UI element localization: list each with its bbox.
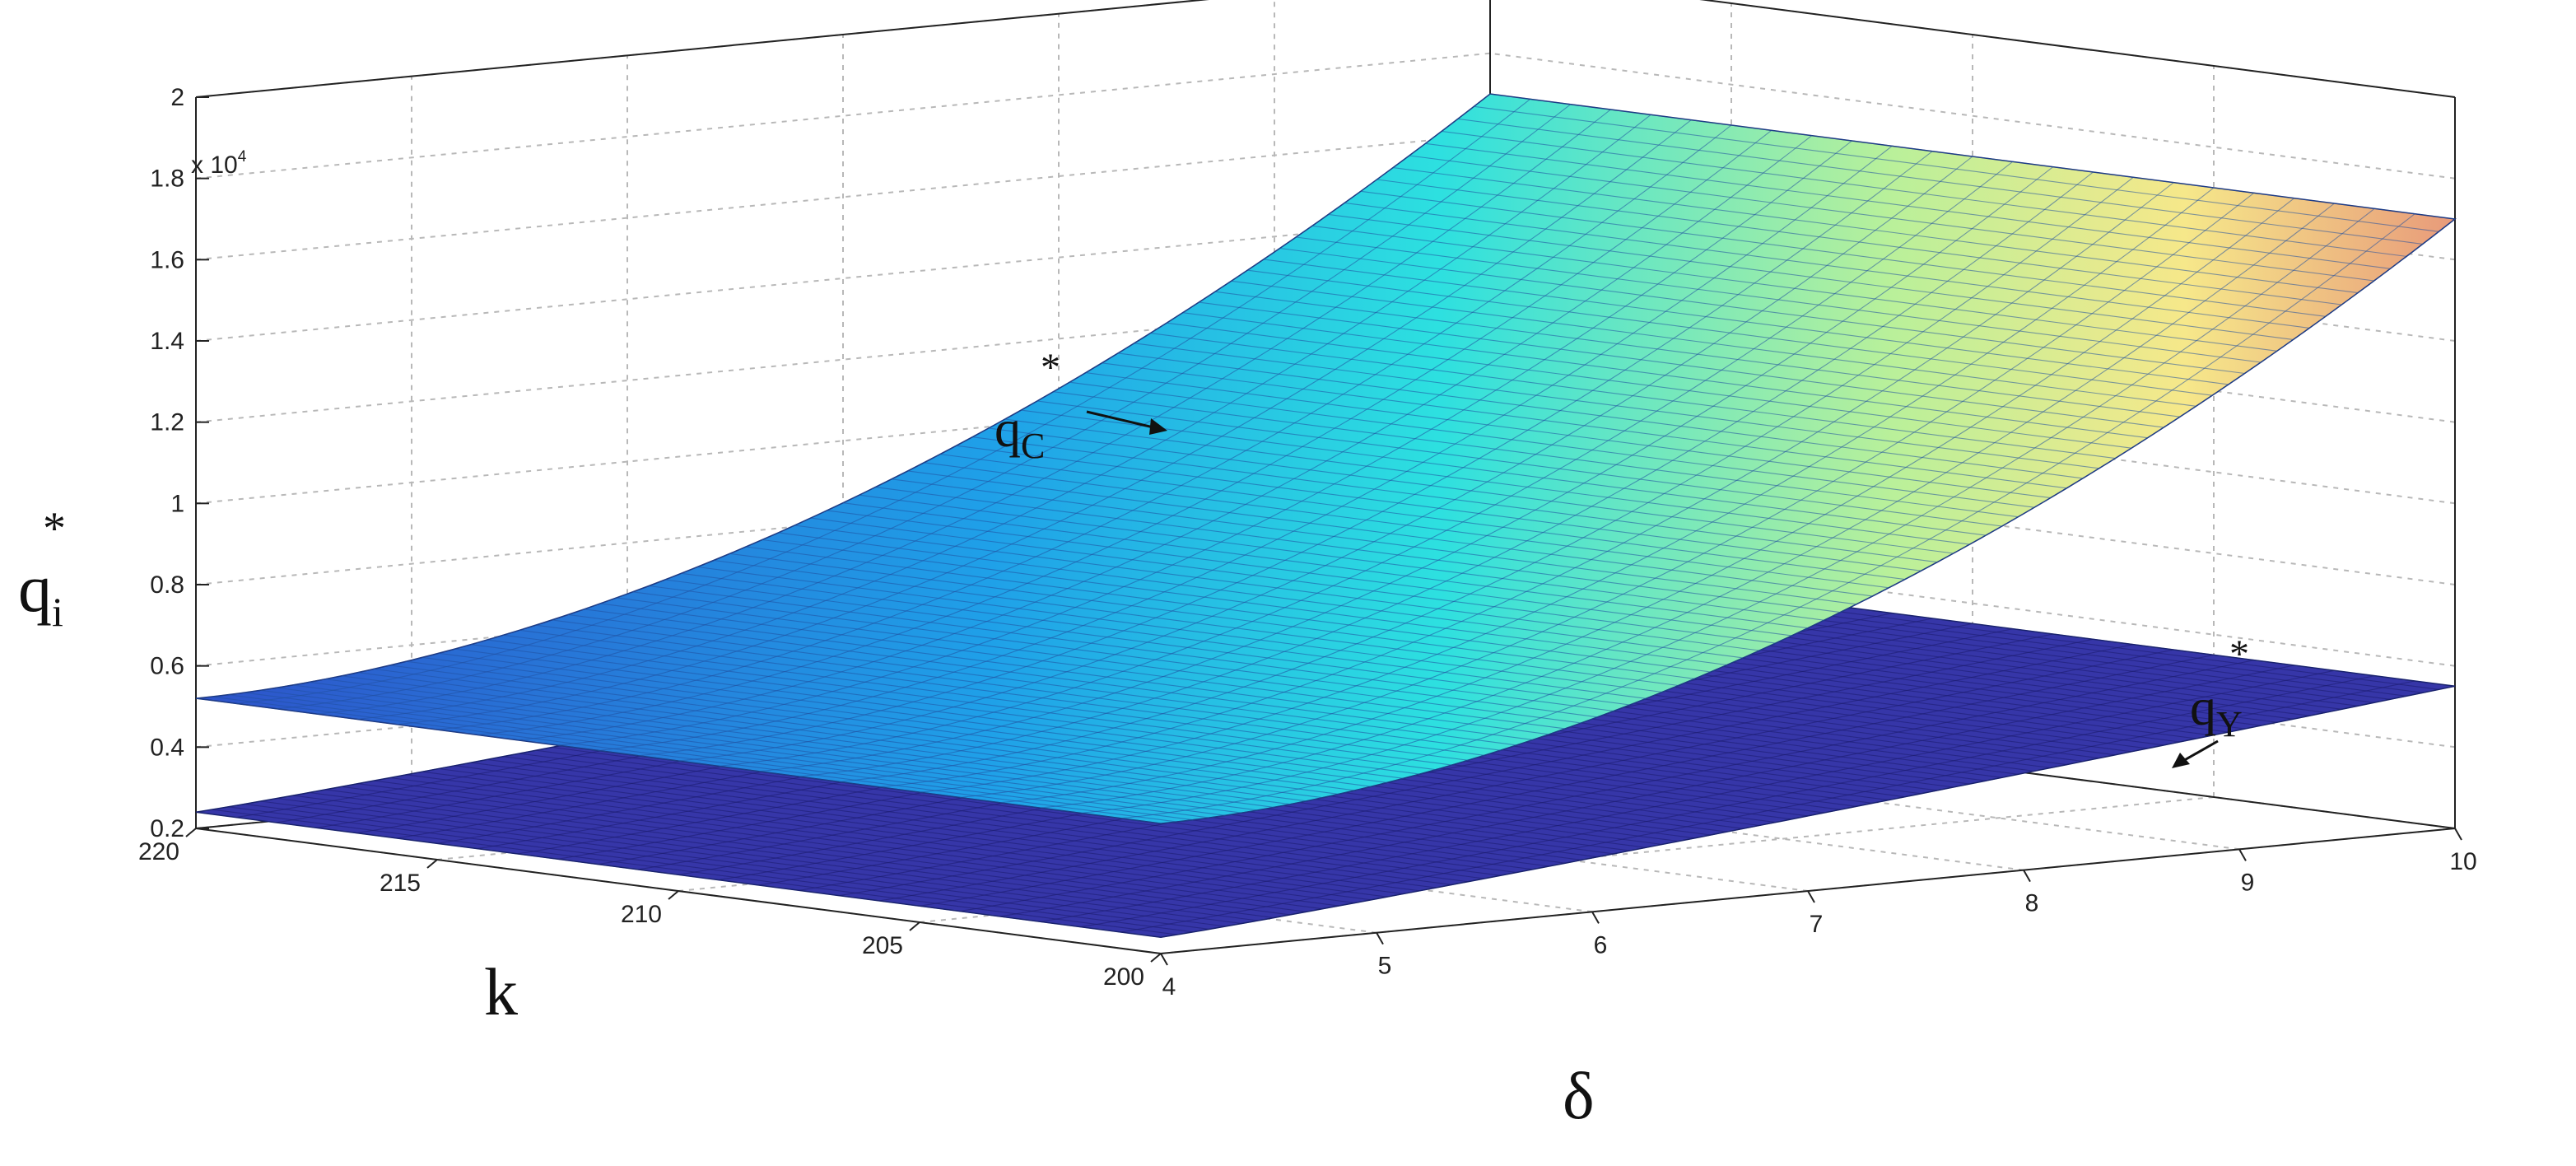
mesh-line [999, 665, 2294, 917]
mesh-line [919, 187, 2215, 793]
k-tick-mark [1150, 953, 1162, 963]
mesh-line [1040, 203, 2335, 809]
svg-text:qC: qC [995, 399, 1045, 466]
z-tick-label: 1 [170, 490, 184, 517]
mesh-line [1080, 208, 2375, 814]
mesh-line [959, 660, 2254, 912]
mesh-line [235, 98, 1531, 705]
delta-tick-mark [2023, 870, 2031, 883]
mesh-line [477, 129, 1772, 736]
delta-tick-mark [1160, 953, 1168, 966]
svg-text:qY: qY [2190, 678, 2243, 744]
delta-tick-label: 8 [2025, 890, 2039, 917]
svg-text:*: * [1041, 346, 1060, 389]
series-label-qy: qY * [2172, 632, 2249, 768]
k-axis-label: k [484, 954, 518, 1029]
mesh-line [316, 109, 1611, 715]
mesh-line [195, 93, 1491, 699]
k-tick-label: 200 [1103, 963, 1144, 991]
delta-tick-label: 5 [1378, 953, 1392, 980]
grid-line [195, 52, 1491, 180]
delta-tick-label: 7 [1810, 911, 1824, 938]
mesh-line [959, 192, 2255, 799]
k-tick-label: 220 [138, 838, 179, 865]
delta-tick-mark [1376, 932, 1384, 945]
mesh-line [799, 638, 2094, 891]
qy-arrow [2181, 739, 2219, 763]
mesh-line [598, 145, 1893, 752]
mesh-line [638, 151, 1933, 757]
mesh-line [1120, 680, 2415, 933]
z-axis-label-star: * [43, 503, 66, 554]
mesh-line [839, 644, 2134, 897]
z-tick-label: 0.6 [150, 653, 184, 680]
z-tick-label: 2 [170, 84, 184, 111]
k-tick-label: 210 [621, 901, 662, 928]
z-tick-label: 0.4 [150, 734, 184, 761]
grid-line [1489, 52, 2456, 180]
mesh-line [397, 119, 1692, 725]
z-tick-label: 0.2 [150, 815, 184, 842]
mesh-line [557, 140, 1852, 746]
z-tick-label: 1.6 [150, 246, 184, 273]
delta-tick-mark [1807, 890, 1815, 903]
surface-q-c [195, 93, 2457, 824]
delta-axis-ticks: 4 5 6 7 8 9 10 [1160, 828, 2477, 1000]
k-tick-mark [909, 921, 920, 931]
mesh-line [1160, 218, 2456, 824]
mesh-line [356, 114, 1651, 721]
mesh-line [839, 176, 2134, 783]
qc-arrow-head [1149, 418, 1167, 435]
delta-tick-mark [2454, 828, 2462, 841]
mesh-line [919, 654, 2215, 907]
z-axis-label: qi [18, 551, 63, 635]
k-tick-mark [426, 859, 438, 869]
mesh-line [1120, 213, 2415, 819]
svg-text:*: * [2229, 632, 2249, 676]
z-axis-ticks: 0.2 0.4 0.6 0.8 1 1.2 1.4 1.6 1.8 2 [150, 84, 209, 842]
mesh-line [678, 156, 1973, 762]
mesh-line [1080, 675, 2375, 928]
delta-tick-label: 9 [2241, 869, 2255, 896]
k-tick-mark [668, 890, 679, 900]
box-edge [1699, 0, 2456, 98]
delta-tick-label: 4 [1162, 973, 1176, 1000]
k-tick-label: 205 [862, 932, 903, 959]
mesh-line [999, 198, 2295, 804]
mesh-line [799, 171, 2094, 777]
mesh-line [1040, 669, 2335, 922]
z-tick-label: 1.8 [150, 166, 184, 193]
mesh-line [718, 161, 2014, 767]
series-label-qc: qC * [995, 346, 1167, 466]
z-tick-label: 0.8 [150, 571, 184, 599]
k-tick-label: 215 [380, 870, 421, 897]
mesh-line [879, 649, 2174, 902]
mesh-line [436, 124, 1732, 730]
box-edge [195, 0, 1209, 98]
delta-tick-mark [1591, 911, 1600, 924]
z-multiplier: x 104 [191, 148, 247, 179]
delta-tick-label: 10 [2449, 848, 2476, 875]
k-axis-ticks: 200 205 210 215 220 [138, 828, 1162, 991]
delta-tick-label: 6 [1594, 931, 1608, 958]
mesh-line [276, 104, 1572, 710]
delta-tick-mark [2238, 848, 2247, 861]
grid-line [195, 215, 1491, 342]
z-tick-label: 1.4 [150, 328, 184, 355]
qc-arrow [1086, 410, 1158, 430]
delta-axis-label: δ [1563, 1058, 1595, 1133]
mesh-line [879, 182, 2174, 788]
mesh-line [1160, 685, 2456, 938]
z-tick-label: 1.2 [150, 409, 184, 436]
mesh-line [758, 166, 2054, 772]
k-tick-mark [185, 828, 197, 837]
mesh-line [517, 135, 1813, 741]
qy-arrow-head [2172, 753, 2190, 768]
